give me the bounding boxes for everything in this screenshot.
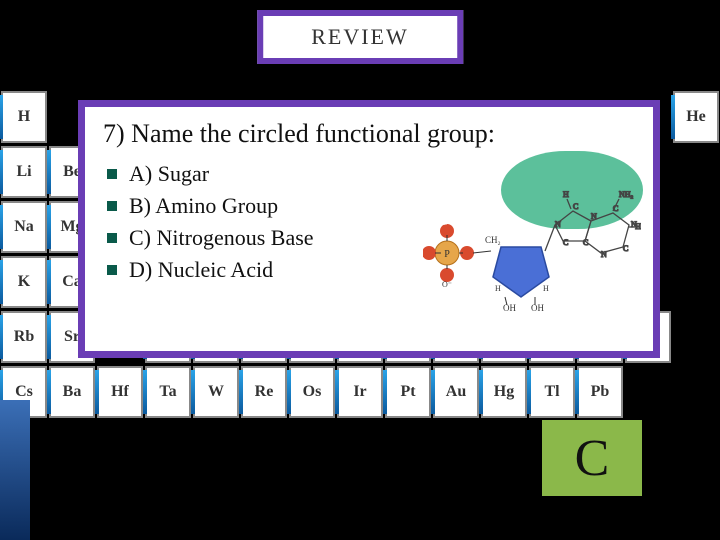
pt-cell: K <box>1 256 47 308</box>
svg-text:C: C <box>563 238 568 247</box>
question-card: 7) Name the circled functional group: A)… <box>78 100 660 358</box>
svg-text:N: N <box>591 212 597 221</box>
pt-cell: Tl <box>529 366 575 418</box>
nucleotide-diagram: P O⁻ O⁻ CH₂ O H H OH OH <box>423 155 641 325</box>
svg-text:C: C <box>573 202 578 211</box>
sugar-ring: CH₂ O H H OH OH <box>473 235 549 313</box>
pt-cell: Ta <box>145 366 191 418</box>
svg-text:H: H <box>635 222 641 231</box>
pt-cell: Na <box>1 201 47 253</box>
svg-text:OH: OH <box>503 303 516 313</box>
nitrogenous-base: N C N C N C N C C NH₂ H H <box>545 190 641 259</box>
pt-cell: Re <box>241 366 287 418</box>
pt-cell: Li <box>1 146 47 198</box>
pt-cell: Pt <box>385 366 431 418</box>
bullet-icon <box>107 201 117 211</box>
pt-cell: He <box>673 91 719 143</box>
pt-cell: Ba <box>49 366 95 418</box>
svg-text:OH: OH <box>531 303 544 313</box>
svg-text:CH₂: CH₂ <box>485 235 501 245</box>
svg-text:O⁻: O⁻ <box>442 218 452 227</box>
pt-cell: Hf <box>97 366 143 418</box>
pt-cell: H <box>1 91 47 143</box>
svg-text:P: P <box>444 249 450 260</box>
option-label: A) Sugar <box>129 161 209 187</box>
svg-text:C: C <box>623 244 628 253</box>
pt-cell: Hg <box>481 366 527 418</box>
svg-text:N: N <box>555 220 561 229</box>
svg-text:O⁻: O⁻ <box>442 280 452 289</box>
option-label: D) Nucleic Acid <box>129 257 273 283</box>
molecule-svg: P O⁻ O⁻ CH₂ O H H OH OH <box>423 155 641 325</box>
pt-cell: Os <box>289 366 335 418</box>
option-label: B) Amino Group <box>129 193 278 219</box>
question-number: 7) <box>103 119 125 148</box>
bullet-icon <box>107 233 117 243</box>
left-decor-strip <box>0 400 30 540</box>
svg-text:H: H <box>563 190 569 199</box>
svg-text:C: C <box>583 238 588 247</box>
question-title: 7) Name the circled functional group: <box>103 119 635 149</box>
answer-box: C <box>542 420 642 496</box>
pt-cell: Rb <box>1 311 47 363</box>
phosphate-group: P O⁻ O⁻ <box>423 218 474 289</box>
svg-text:N: N <box>601 250 607 259</box>
svg-text:O: O <box>518 237 525 247</box>
question-prompt: Name the circled functional group: <box>131 119 495 148</box>
pt-cell: Au <box>433 366 479 418</box>
svg-text:H: H <box>495 284 501 293</box>
bullet-icon <box>107 265 117 275</box>
svg-text:H: H <box>543 284 549 293</box>
pt-cell: W <box>193 366 239 418</box>
pt-cell: Pb <box>577 366 623 418</box>
pt-cell: Ir <box>337 366 383 418</box>
svg-text:NH₂: NH₂ <box>619 190 634 199</box>
option-label: C) Nitrogenous Base <box>129 225 314 251</box>
bullet-icon <box>107 169 117 179</box>
review-badge: REVIEW <box>257 10 463 64</box>
